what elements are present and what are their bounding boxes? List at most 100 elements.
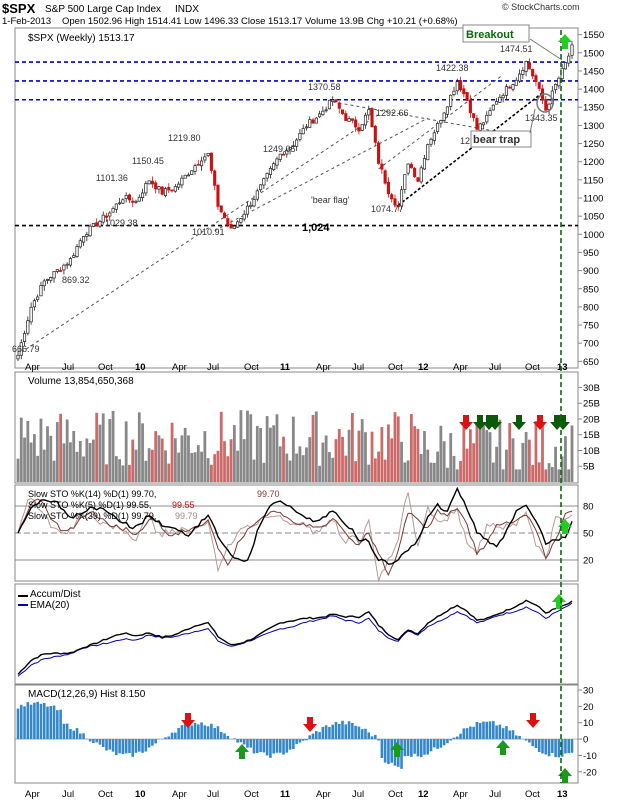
candle-body (278, 153, 282, 160)
volume-bar (262, 462, 266, 482)
price-annotation: 1343.35 (525, 113, 558, 123)
candle-body (206, 152, 210, 157)
stoch-k14-line (17, 498, 573, 577)
price-x-label: Oct (244, 362, 259, 373)
macd-hist-bar (78, 733, 82, 740)
volume-bar (32, 434, 36, 482)
candle-body (357, 127, 361, 132)
macd-hist-bar (131, 739, 135, 757)
macd-hist-bar (16, 708, 20, 740)
price-x-label: Apr (172, 362, 187, 373)
volume-bar (16, 458, 20, 482)
candle-body (101, 214, 105, 223)
volume-bar (36, 455, 40, 482)
candle-body (98, 220, 102, 227)
volume-bar (537, 462, 541, 482)
support-trendline (397, 92, 543, 206)
candle-body (32, 300, 36, 308)
macd-hist-bar (400, 739, 403, 769)
candle-body (534, 75, 538, 82)
volume-bar (26, 420, 30, 482)
candle-body (340, 109, 345, 115)
price-x-label: Jul (207, 362, 219, 373)
candle-body (193, 165, 197, 172)
bottom-x-label: Jul (489, 789, 501, 800)
candle-body (449, 94, 453, 107)
macd-hist-bar (278, 739, 282, 753)
index-name: S&P 500 Large Cap Index (45, 4, 161, 15)
macd-hist-bar (141, 739, 144, 753)
candle-body (170, 189, 174, 192)
volume-bar (49, 435, 53, 482)
volume-bar (409, 413, 413, 482)
candle-body (114, 203, 118, 210)
volume-bar (121, 465, 125, 482)
macd-hist-bar (275, 739, 279, 753)
volume-bar (187, 435, 190, 482)
volume-bar (475, 422, 479, 482)
stoch-label-1: Slow STO %K(14) %D(1) 99.70, (28, 489, 156, 499)
price-x-label: Apr (453, 362, 468, 373)
candle-body (180, 177, 184, 186)
macd-hist-bar (249, 739, 253, 748)
candle-body (429, 138, 433, 145)
volume-bar (560, 456, 564, 482)
volume-bar (29, 442, 33, 482)
macd-hist-bar (164, 737, 167, 740)
macd-hist-bar (213, 728, 216, 740)
candle-body (531, 68, 535, 77)
candle-body (118, 202, 122, 205)
volume-bar (298, 446, 302, 482)
macd-hist-bar (426, 739, 430, 755)
down-arrow-icon (512, 415, 526, 430)
volume-bar (69, 442, 72, 482)
stoch-value-3: 99.79 (175, 511, 198, 521)
volume-bar (321, 442, 325, 482)
down-arrow-icon (533, 415, 547, 430)
macd-hist-bar (551, 739, 554, 753)
candle-body (360, 124, 364, 131)
price-tick-label: 1050 (583, 212, 604, 223)
candle-body (85, 234, 89, 237)
candle-body (416, 177, 420, 182)
candle-body (386, 181, 390, 195)
volume-bar (357, 430, 361, 482)
stoch-k39-line (17, 486, 573, 565)
price-tick-label: 750 (583, 321, 599, 332)
candle-body (514, 79, 518, 86)
macd-hist-bar (534, 739, 538, 749)
volume-bar (547, 463, 551, 482)
volume-bar (232, 425, 236, 482)
candle-body (468, 99, 472, 114)
macd-hist-bar (318, 732, 321, 740)
up-arrow-icon (552, 594, 566, 609)
candle-body (268, 168, 272, 175)
macd-hist-bar (144, 739, 148, 752)
ohlc-readout: Open 1502.96 High 1514.41 Low 1496.33 Cl… (62, 16, 458, 27)
macd-hist-bar (206, 726, 210, 740)
candle-body (504, 86, 508, 96)
bottom-x-label: Oct (388, 789, 403, 800)
price-x-label: Apr (25, 362, 40, 373)
volume-bar (164, 450, 167, 482)
bear-trap-label: bear trap (473, 134, 520, 146)
volume-bar (393, 412, 397, 482)
bottom-x-label: Oct (525, 789, 540, 800)
candle-body (249, 204, 253, 207)
volume-bar (288, 460, 292, 482)
macd-hist-bar (324, 725, 328, 740)
volume-bar (354, 461, 358, 482)
price-tick-label: 1250 (583, 139, 604, 150)
candle-body (554, 84, 558, 91)
volume-bar (291, 416, 295, 482)
macd-hist-bar (531, 739, 534, 747)
candle-body (236, 221, 240, 228)
volume-bar (308, 437, 312, 482)
up-arrow-icon (496, 740, 510, 755)
macd-hist-bar (65, 723, 69, 740)
macd-hist-bar (111, 739, 115, 752)
bottom-x-label: Apr (172, 789, 187, 800)
candle-body (213, 170, 217, 186)
candle-body (68, 258, 72, 266)
